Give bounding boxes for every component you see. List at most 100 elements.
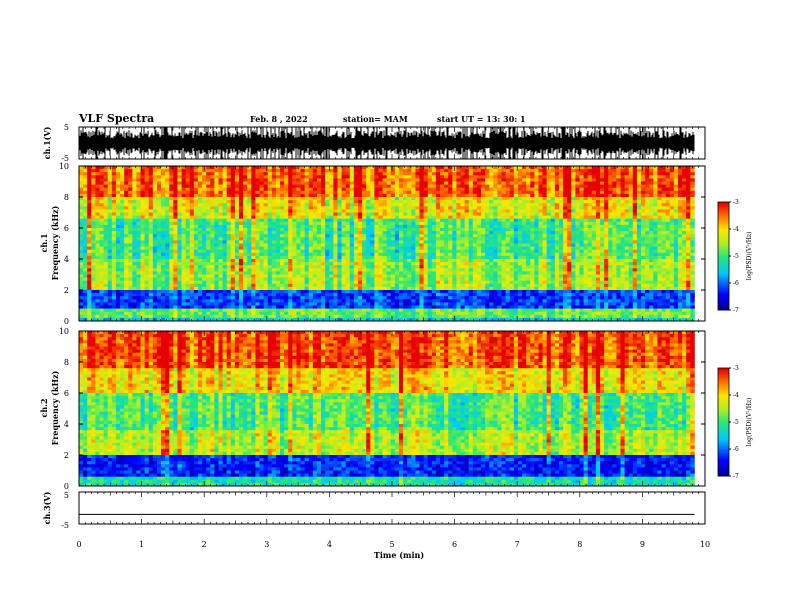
- spectrogram-cell: [247, 169, 252, 173]
- spectrogram-cell: [197, 231, 203, 235]
- spectrogram-cell: [132, 197, 137, 201]
- spectrogram-cell: [238, 240, 244, 244]
- spectrogram-cell: [403, 218, 408, 223]
- spectrogram-cell: [468, 259, 474, 263]
- spectrogram-cell: [115, 252, 121, 257]
- spectrogram-cell: [321, 234, 326, 238]
- spectrogram-cell: [530, 190, 535, 195]
- spectrogram-cell: [234, 255, 240, 260]
- spectrogram-cell: [407, 209, 412, 213]
- spectrogram-cell: [83, 178, 88, 182]
- spectrogram-cell: [415, 181, 420, 185]
- spectrogram-cell: [165, 221, 170, 226]
- spectrogram-cell: [653, 187, 658, 192]
- spectrogram-cell: [370, 200, 375, 204]
- spectrogram-cell: [669, 259, 675, 263]
- spectrogram-cell: [193, 246, 199, 251]
- spectrogram-cell: [349, 181, 355, 185]
- spectrogram-cell: [472, 240, 478, 244]
- spectrogram-cell: [321, 203, 326, 207]
- spectrogram-cell: [550, 193, 556, 198]
- spectrogram-cell: [197, 193, 203, 198]
- spectrogram-cell: [259, 215, 265, 220]
- spectrogram-cell: [83, 212, 88, 216]
- spectrogram-cell: [546, 240, 552, 244]
- spectrogram-cell: [321, 190, 326, 195]
- spectrogram-cell: [173, 212, 178, 216]
- spectrogram-cell: [300, 197, 306, 201]
- spectrogram-cell: [489, 240, 494, 244]
- spectrogram-cell: [214, 265, 219, 269]
- spectrogram-cell: [501, 252, 507, 257]
- spectrogram-cell: [288, 262, 293, 266]
- spectrogram-cell: [468, 215, 474, 220]
- spectrogram-cell: [329, 187, 334, 192]
- spectrogram-cell: [111, 175, 117, 179]
- spectrogram-cell: [234, 265, 240, 269]
- spectrogram-cell: [517, 166, 523, 170]
- spectrogram-cell: [628, 249, 634, 254]
- spectrogram-cell: [120, 218, 125, 223]
- spectrogram-cell: [571, 193, 576, 198]
- spectrogram-cell: [583, 221, 589, 226]
- spectrogram-cell: [661, 203, 667, 207]
- spectrogram-cell: [91, 193, 96, 198]
- spectrogram-cell: [382, 209, 388, 213]
- spectrogram-cell: [218, 255, 223, 260]
- spectrogram-cell: [427, 203, 433, 207]
- spectrogram-cell: [472, 224, 478, 229]
- spectrogram-cell: [677, 249, 683, 254]
- spectrogram-cell: [440, 234, 445, 238]
- spectrogram-cell: [587, 209, 593, 213]
- spectrogram-cell: [161, 255, 166, 260]
- spectrogram-cell: [115, 249, 121, 254]
- spectrogram-cell: [645, 234, 650, 238]
- spectrogram-cell: [218, 243, 223, 247]
- spectrogram-cell: [583, 252, 589, 257]
- spectrogram-cell: [107, 255, 113, 260]
- spectrogram-cell: [230, 255, 236, 260]
- spectrogram-cell: [419, 175, 424, 179]
- spectrogram-cell: [169, 212, 174, 216]
- spectrogram-cell: [288, 209, 293, 213]
- spectrogram-cell: [321, 175, 326, 179]
- spectrogram-cell: [419, 181, 424, 185]
- spectrogram-cell: [608, 203, 613, 207]
- spectrogram-cell: [534, 243, 539, 247]
- spectrogram-cell: [550, 237, 556, 241]
- spectrogram-cell: [624, 228, 630, 232]
- spectrogram-cell: [312, 169, 318, 173]
- spectrogram-cell: [690, 262, 695, 266]
- spectrogram-cell: [193, 268, 199, 272]
- spectrogram-cell: [394, 209, 400, 213]
- spectrogram-cell: [165, 246, 170, 251]
- spectrogram-cell: [538, 246, 543, 251]
- spectrogram-cell: [111, 203, 117, 207]
- spectrogram-cell: [690, 218, 695, 223]
- spectrogram-cell: [649, 187, 654, 192]
- spectrogram-cell: [546, 255, 552, 260]
- spectrogram-cell: [304, 215, 310, 220]
- spectrogram-cell: [612, 190, 617, 195]
- spectrogram-cell: [632, 172, 638, 176]
- spectrogram-cell: [263, 197, 269, 201]
- spectrogram-cell: [288, 190, 293, 195]
- spectrogram-cell: [362, 259, 367, 263]
- spectrogram-cell: [197, 221, 203, 226]
- spectrogram-cell: [419, 228, 424, 232]
- spectrogram-cell: [645, 175, 650, 179]
- spectrogram-cell: [476, 190, 482, 195]
- spectrogram-cell: [226, 169, 232, 173]
- spectrogram-cell: [177, 259, 182, 263]
- spectrogram-cell: [169, 181, 174, 185]
- spectrogram-cell: [136, 197, 141, 201]
- spectrogram-cell: [464, 178, 470, 182]
- spectrogram-cell: [407, 193, 412, 198]
- spectrogram-cell: [452, 197, 457, 201]
- spectrogram-cell: [247, 234, 252, 238]
- spectrogram-cell: [677, 172, 683, 176]
- spectrogram-cell: [280, 187, 285, 192]
- spectrogram-cell: [353, 224, 359, 229]
- spectrogram-cell: [185, 224, 191, 229]
- spectrogram-cell: [542, 255, 548, 260]
